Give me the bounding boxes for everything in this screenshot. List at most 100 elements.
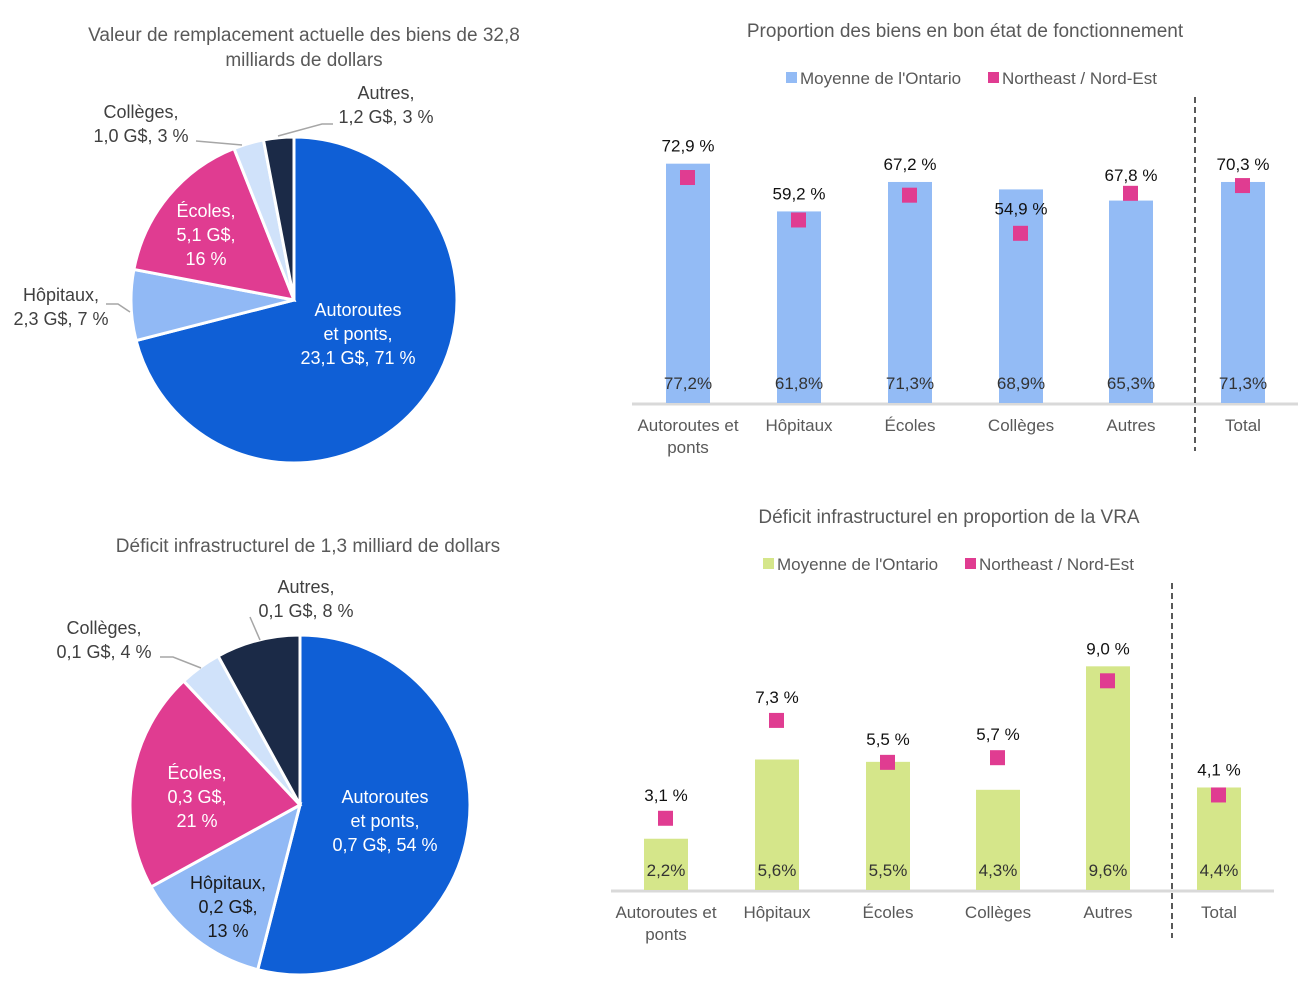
bar-chart-deficit: Moyenne de l'Ontario Northeast / Nord-Est… [611,555,1274,938]
pie-title-line: milliards de dollars [225,50,382,71]
pie-slice-hospitals [148,802,303,972]
marker-northeast-label: 54,9 % [995,199,1048,218]
bar-chart-title: Proportion des biens en bon état de fonc… [747,21,1184,42]
x-tick-label-line: Écoles [884,416,935,435]
pie-slice-others [261,135,296,301]
bar-ontario-label: 68,9% [997,374,1045,393]
marker-northeast-label: 3,1 % [644,786,687,805]
marker-northeast-5 [1211,787,1226,803]
marker-northeast-5 [1235,178,1250,194]
bar-ontario-1 [755,759,799,890]
bar-ontario-0 [644,838,688,890]
leader-line-colleges [195,140,243,146]
pie-label-highways: Autoroutes et ponts, 0,7 G$, 54 % [332,787,437,855]
pie-label-colleges-line: 0,1 G$, 4 % [56,642,151,662]
bar-ontario-label: 65,3% [1107,374,1155,393]
x-tick-label: Autres [1083,903,1132,922]
pie-label-hospitals-line: Hôpitaux, [23,285,99,305]
pie-title-line: Déficit infrastructurel de 1,3 milliard … [116,536,500,557]
bar-ontario-label: 71,3% [1219,374,1267,393]
marker-northeast-label: 72,9 % [662,137,715,156]
x-tick-label-line: Hôpitaux [743,903,811,922]
pie-label-highways-line: Autoroutes [314,300,401,320]
marker-northeast-0 [658,810,673,826]
bar-ontario-label: 61,8% [775,374,823,393]
marker-northeast-1 [769,712,784,728]
legend-label-northeast: Northeast / Nord-Est [979,555,1134,574]
leader-line-hospitals [106,303,131,313]
pie-chart-2 [128,616,472,977]
marker-northeast-label: 70,3 % [1217,155,1270,174]
bar-chart-title-line: Déficit infrastructurel en proportion de… [758,507,1140,528]
x-tick-label: Collèges [965,903,1031,922]
pie-slice-highways [134,135,459,465]
pie-label-others: Autres, 1,2 G$, 3 % [338,83,433,127]
x-tick-label-line: Écoles [862,903,913,922]
x-tick-label-line: Collèges [988,416,1054,435]
pie-label-schools-line: 21 % [176,811,217,831]
pie-label-highways-line: 23,1 G$, 71 % [300,348,415,368]
marker-northeast-label: 5,5 % [866,730,909,749]
bar-ontario-3 [976,789,1020,890]
marker-northeast-label: 7,3 % [755,688,798,707]
bar-ontario-label: 5,5% [869,861,908,880]
x-tick-label: Total [1225,416,1261,435]
marker-northeast-label: 67,2 % [884,155,937,174]
legend-label-ontario: Moyenne de l'Ontario [777,555,938,574]
pie-label-highways: Autoroutes et ponts, 23,1 G$, 71 % [300,300,415,368]
pie-label-colleges-line: Collèges, [103,102,178,122]
marker-northeast-4 [1123,185,1138,201]
pie-label-hospitals-line: Hôpitaux, [190,873,266,893]
x-tick-label-line: Total [1201,903,1237,922]
legend: Moyenne de l'Ontario Northeast / Nord-Est [786,69,1157,88]
pie-label-hospitals: Hôpitaux, 0,2 G$, 13 % [190,873,266,941]
marker-northeast-0 [680,170,695,186]
bar-ontario-label: 77,2% [664,374,712,393]
legend-swatch-ontario [786,72,797,83]
pie-label-schools: Écoles, 0,3 G$, 21 % [167,763,226,831]
bar-ontario-4 [1109,200,1153,403]
pie-title-line: Valeur de remplacement actuelle des bien… [88,25,520,46]
pie-label-hospitals-line: 0,2 G$, [198,897,257,917]
bar-ontario-3 [999,189,1043,403]
x-tick-label-line: Autres [1083,903,1132,922]
leader-line-colleges [160,656,202,669]
pie-label-others-line: Autres, [277,577,334,597]
marker-northeast-label: 5,7 % [976,725,1019,744]
marker-northeast-label: 67,8 % [1105,166,1158,185]
x-tick-label: Collèges [988,416,1054,435]
pie-label-highways-line: Autoroutes [341,787,428,807]
x-tick-label: Écoles [862,903,913,922]
bar-ontario-label: 4,3% [979,861,1018,880]
bar-ontario-label: 2,2% [647,861,686,880]
pie-label-schools-line: Écoles, [176,201,235,221]
bar-ontario-5 [1197,787,1241,890]
pie-label-schools-line: 5,1 G$, [176,225,235,245]
pie-label-colleges-line: Collèges, [66,618,141,638]
bar-ontario-1 [777,211,821,403]
bar-ontario-label: 5,6% [758,861,797,880]
pie-label-hospitals: Hôpitaux, 2,3 G$, 7 % [13,285,108,329]
pie-title: Déficit infrastructurel de 1,3 milliard … [116,536,500,557]
bar-ontario-2 [888,181,932,403]
bar-ontario-label: 71,3% [886,374,934,393]
marker-northeast-label: 59,2 % [773,184,826,203]
legend: Moyenne de l'Ontario Northeast / Nord-Est [763,555,1134,574]
pie-label-others-line: 1,2 G$, 3 % [338,107,433,127]
marker-northeast-2 [902,187,917,203]
x-tick-label-line: Total [1225,416,1261,435]
marker-northeast-label: 4,1 % [1197,760,1240,779]
bar-ontario-5 [1221,181,1265,403]
x-tick-label: Hôpitaux [743,903,811,922]
x-tick-label: Autoroutes et ponts [615,903,716,944]
marker-northeast-label: 9,0 % [1086,639,1129,658]
x-tick-label-line: ponts [645,925,687,944]
pie-slice-schools [128,678,303,889]
x-tick-label: Autres [1106,416,1155,435]
bar-ontario-label: 9,6% [1089,861,1128,880]
pie-label-highways-line: 0,7 G$, 54 % [332,835,437,855]
bar-chart-condition: Moyenne de l'Ontario Northeast / Nord-Est… [632,69,1298,451]
x-tick-label: Autoroutes et ponts [637,416,738,457]
pie-label-others-line: 0,1 G$, 8 % [258,601,353,621]
